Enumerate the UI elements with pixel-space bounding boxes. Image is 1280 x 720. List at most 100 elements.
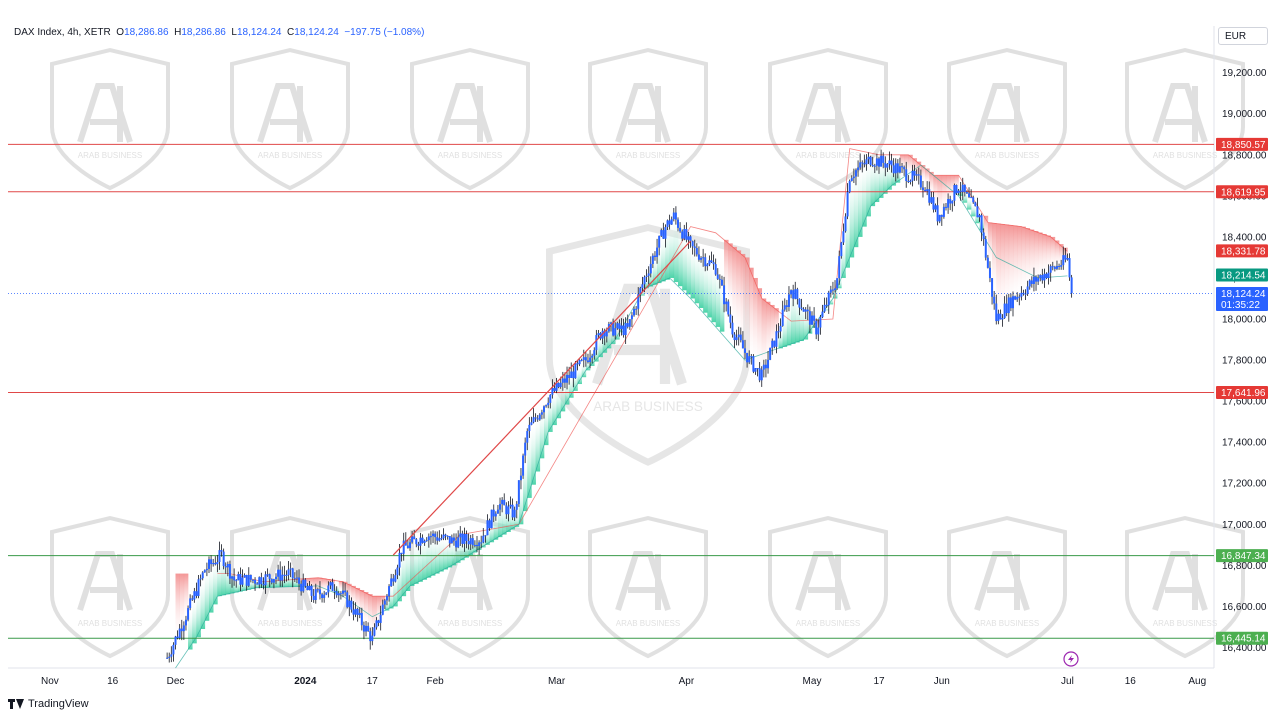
trend-line[interactable] — [392, 240, 691, 556]
cloud-up-segment — [577, 368, 582, 385]
candle-body — [429, 536, 432, 538]
trend-line-layer[interactable] — [392, 240, 691, 556]
candle-body — [501, 499, 504, 505]
candle-body — [829, 289, 832, 293]
time-axis[interactable]: Nov 16 Dec 2024 17 Feb Mar Apr May 17 Jun Jul 16 Aug — [41, 676, 1206, 687]
candle-body — [863, 163, 866, 165]
candle-body — [961, 184, 964, 192]
candle-body — [476, 544, 478, 547]
candle-body — [750, 356, 753, 358]
candle-body — [553, 388, 556, 391]
watermark-letters-icon — [1152, 551, 1208, 611]
candle-body — [254, 579, 257, 584]
candle-body — [1032, 276, 1035, 284]
candle-body — [335, 591, 338, 596]
candle-body — [566, 374, 569, 383]
candle-body — [1024, 293, 1027, 295]
cloud-up-segment — [485, 529, 490, 545]
candle-body — [1041, 275, 1044, 281]
candle-body — [174, 636, 177, 645]
candle-body — [926, 189, 929, 192]
cloud-up-segment — [971, 204, 976, 217]
cloud-up-segment — [845, 209, 850, 268]
cloud-up-segment — [657, 247, 662, 284]
candle-body — [986, 257, 989, 268]
candle-body — [434, 533, 437, 538]
watermark-text: ARAB BUSINESS — [78, 619, 142, 628]
candle-body — [484, 535, 487, 537]
cloud-up-segment — [493, 512, 499, 540]
candle-body — [329, 582, 332, 586]
cloud-down-segment — [728, 243, 733, 314]
price-label-text: 18,850.57 — [1221, 140, 1266, 151]
candle-body — [915, 174, 918, 176]
candle-body — [641, 284, 644, 289]
candle-body — [963, 184, 966, 193]
lightning-bolt — [1068, 655, 1074, 663]
candle-body — [377, 620, 380, 623]
cloud-up-segment — [497, 503, 503, 538]
candle-body — [465, 534, 468, 541]
candle-body — [576, 363, 579, 365]
candle-body — [469, 538, 472, 545]
candle-body — [865, 159, 868, 165]
candle-body — [890, 160, 893, 166]
candle-body — [825, 304, 828, 306]
price-label-text: 16,847.34 — [1221, 551, 1266, 562]
candle-body — [649, 263, 652, 274]
currency-button[interactable]: EUR — [1218, 27, 1268, 45]
lightning-icon[interactable] — [1063, 651, 1079, 667]
cloud-down-segment — [1038, 232, 1043, 278]
candle-body — [561, 378, 564, 383]
candle-body — [237, 574, 240, 581]
cloud-up-segment — [719, 283, 725, 332]
candle-body — [212, 562, 215, 565]
watermark-letters-icon — [77, 83, 133, 143]
watermark-text: ARAB BUSINESS — [438, 151, 502, 160]
candle-body — [624, 323, 627, 336]
candle-body — [647, 273, 650, 276]
candle-body — [1045, 273, 1048, 279]
candle-body — [878, 158, 880, 167]
candle-body — [880, 155, 883, 167]
candle-body — [704, 257, 707, 267]
cloud-up-segment — [502, 506, 507, 535]
horizontal-levels[interactable] — [8, 143, 1214, 639]
candle-body — [982, 232, 985, 240]
candle-body — [446, 535, 449, 537]
candle-body — [471, 538, 474, 546]
candle-body — [231, 576, 234, 579]
candle-body — [894, 163, 897, 174]
candle-body — [551, 388, 554, 395]
candle-body — [1062, 255, 1065, 266]
cloud-down-segment — [740, 253, 746, 345]
symbol-title[interactable]: DAX Index, 4h, XETR — [14, 27, 111, 38]
candle-body — [360, 612, 363, 626]
candle-body — [746, 352, 749, 363]
cloud-up-segment — [883, 162, 888, 194]
watermark-letters-icon — [257, 83, 313, 143]
cloud-down-segment — [753, 277, 758, 366]
candle-body — [563, 378, 566, 383]
candle-body — [574, 363, 577, 379]
tradingview-footer[interactable]: TradingView — [8, 698, 89, 710]
open-label: O — [116, 27, 125, 38]
cloud-up-segment — [200, 579, 206, 629]
cloud-down-segment — [732, 246, 737, 330]
misc-icons[interactable] — [1063, 651, 1079, 667]
price-label-box — [1216, 268, 1268, 282]
candle-body — [432, 533, 435, 537]
cloud-down-segment — [1033, 231, 1039, 282]
watermark-letters-icon — [795, 551, 851, 611]
candle-body — [208, 559, 210, 569]
price-axis[interactable]: 16,400.00 16,600.00 16,800.00 17,000.00 17,2… — [1222, 68, 1267, 654]
watermark-logo: ARAB BUSINESS — [50, 515, 170, 659]
candle-body — [817, 327, 820, 335]
candle-body — [306, 586, 309, 591]
candle-body — [375, 620, 378, 628]
candle-body — [779, 325, 782, 332]
cloud-up-segment — [242, 579, 247, 591]
candle-body — [490, 509, 493, 529]
candle-body — [664, 227, 667, 239]
